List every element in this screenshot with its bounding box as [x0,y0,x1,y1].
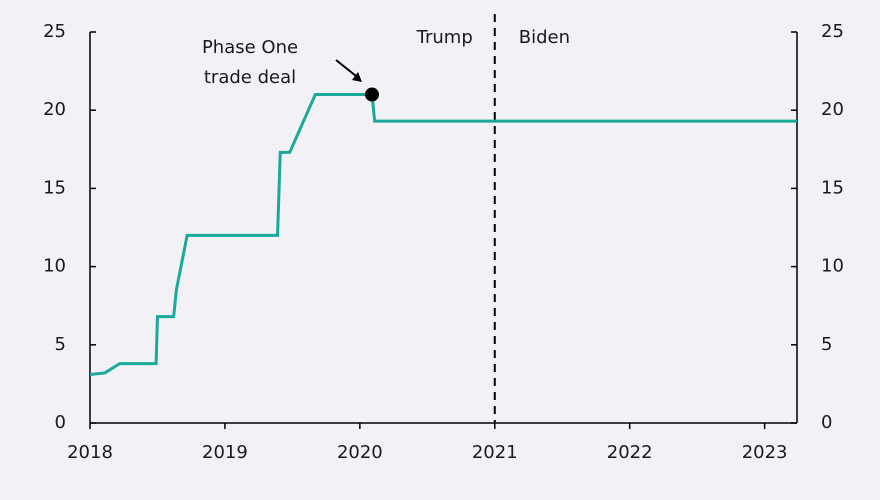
y-tick-label: 10 [43,256,66,277]
line [89,93,797,377]
x-tick-label: 2019 [202,442,248,463]
y2-tick-label: 0 [821,412,832,433]
x-tick-label: 2022 [607,442,653,463]
y-tick-label: 15 [43,177,66,198]
y2-tick-label: 15 [821,177,844,198]
y2-tick-label: 5 [821,334,832,355]
y-tick-label: 20 [43,99,66,120]
x-tick-label: 2020 [337,442,383,463]
y-tick-label: 0 [55,412,66,433]
annotation-arrow [335,59,357,77]
y-tick-label: 25 [43,21,66,42]
divider-left-label: Trump [416,27,473,48]
y2-tick-label: 25 [821,21,844,42]
divider-right-label: Biden [519,27,570,48]
y-tick-label: 5 [55,334,66,355]
x-tick-label: 2021 [472,442,518,463]
annotation-arrowhead [352,72,362,82]
annotation-label: Phase One [202,37,298,58]
highlight-point [364,87,379,102]
x-tick-label: 2018 [67,442,113,463]
y2-tick-label: 10 [821,256,844,277]
annotation-label: trade deal [204,67,296,88]
y2-tick-label: 20 [821,99,844,120]
x-tick-label: 2023 [742,442,788,463]
